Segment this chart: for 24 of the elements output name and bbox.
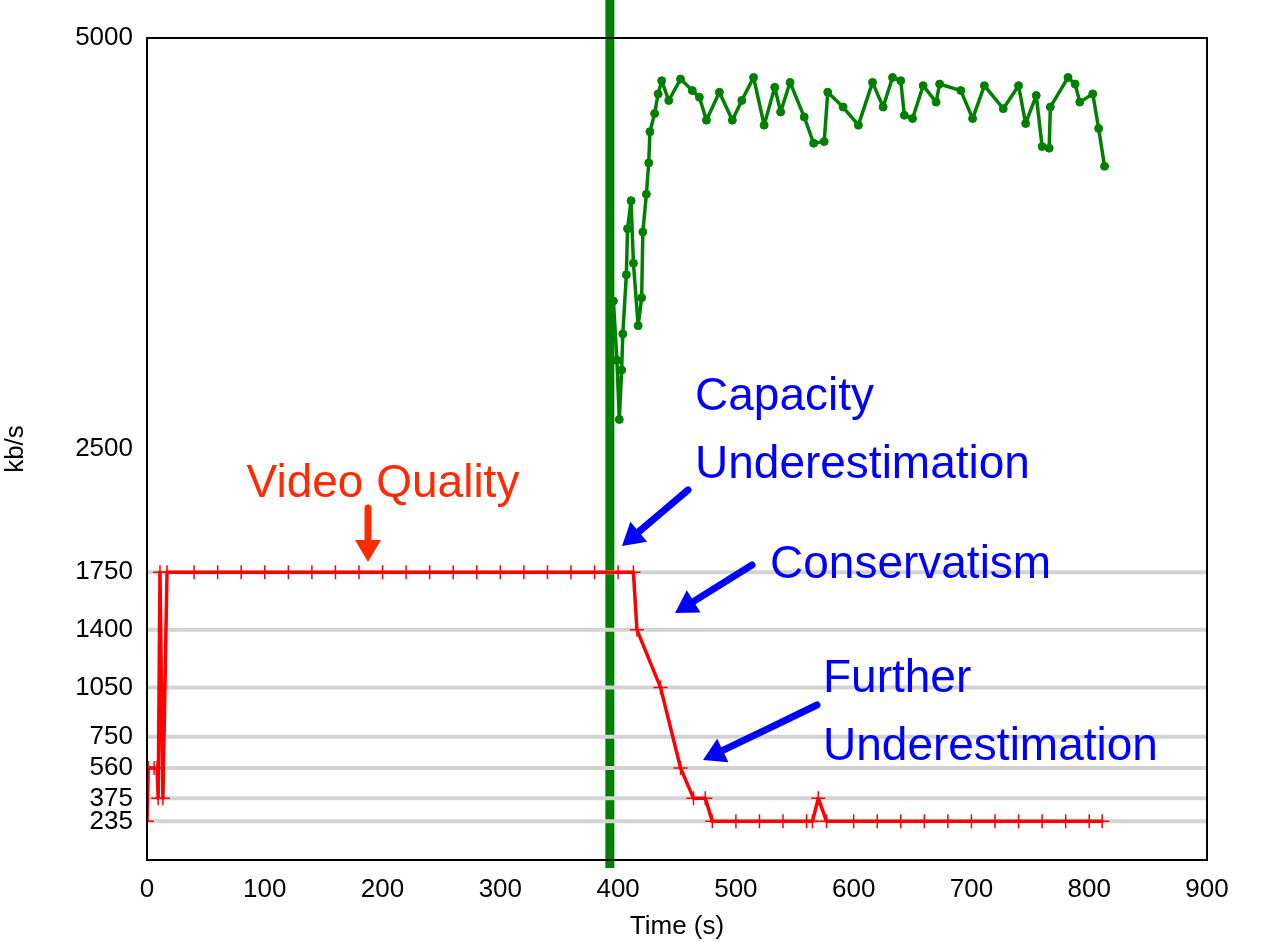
x-tick-label: 200 [360,872,405,903]
y-tick-label: 2500 [75,432,133,463]
x-tick-label: 500 [714,872,758,903]
annotation: Further Underestimation [823,650,1158,770]
annotation: Conservatism [770,536,1052,588]
x-tick-label: 400 [596,872,640,903]
y-tick-label: 5000 [75,21,133,52]
y-tick-label: 750 [89,719,133,750]
x-axis-title: Time (s) [629,909,725,940]
x-tick-label: 300 [478,872,523,903]
x-tick-label: 600 [831,872,876,903]
x-tick-label: 0 [139,872,155,903]
annotation: Capacity Underestimation [695,368,1030,488]
x-tick-label: 800 [1067,872,1111,903]
x-tick-label: 700 [949,872,994,903]
annotation: Video Quality [246,455,520,507]
x-tick-label: 900 [1185,872,1229,903]
y-tick-label: 375 [89,781,133,812]
y-axis-title: kb/s [0,425,29,473]
y-tick-label: 1400 [75,613,133,644]
x-tick-label: 100 [243,872,287,903]
y-tick-label: 560 [89,751,133,782]
y-tick-label: 1050 [75,670,133,701]
y-tick-label: 1750 [75,555,133,586]
